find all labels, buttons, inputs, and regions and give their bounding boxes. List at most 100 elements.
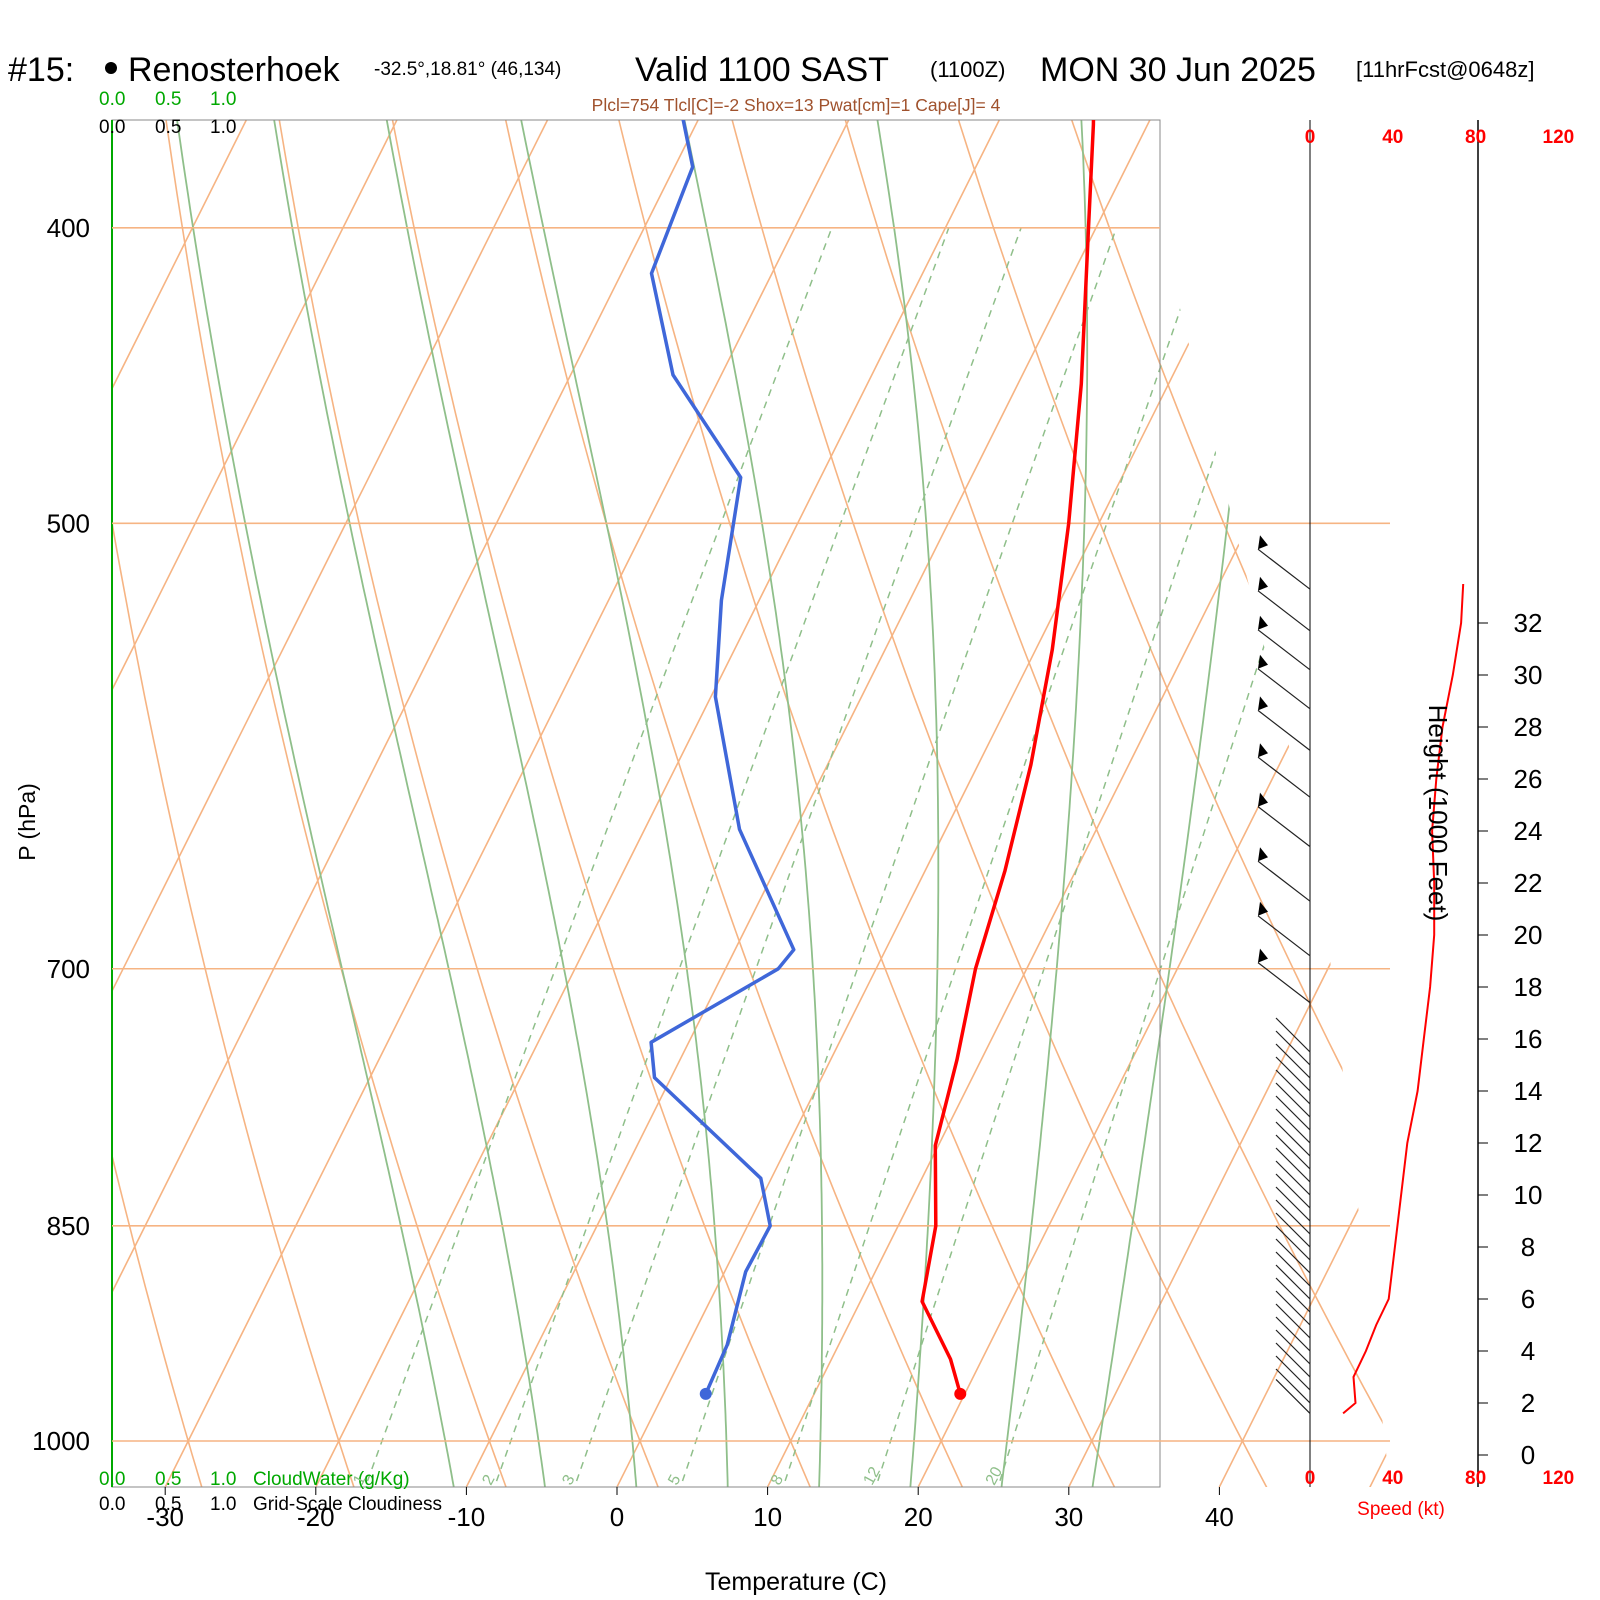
speed-tick-label: 0 <box>1305 1468 1316 1489</box>
speed-tick-label: 40 <box>1382 1468 1403 1489</box>
speed-tick-label: 0 <box>1305 127 1316 148</box>
wind-barb-flag-icon <box>1258 615 1268 630</box>
wind-barb <box>1275 1160 1311 1196</box>
dewpoint-line <box>649 120 860 1395</box>
mixing-ratio-label: 5 <box>665 1472 684 1488</box>
temperature-tick-label: 30 <box>1054 1502 1083 1532</box>
moist-adiabat-line <box>303 120 639 1487</box>
cloud-scale-tick-label: 0.0 <box>99 1494 125 1515</box>
pressure-tick-label: 400 <box>47 213 90 243</box>
isotherm-line <box>305 120 1285 1487</box>
dry-adiabat-line <box>706 120 1390 1487</box>
mixing-ratio-line <box>567 227 1022 1487</box>
cloud-scale-tick-label: 0.5 <box>155 89 181 110</box>
dry-adiabat-line <box>112 120 209 1487</box>
pressure-tick-label: 500 <box>47 508 90 538</box>
height-tick-label: 4 <box>1521 1336 1535 1366</box>
mixing-ratio-line <box>991 227 1390 1487</box>
temperature-tick-label: 40 <box>1205 1502 1234 1532</box>
dry-adiabat-line <box>305 120 819 1487</box>
valid-utc: (1100Z) <box>930 57 1005 82</box>
wind-barb <box>1275 1121 1311 1157</box>
wind-barb <box>1275 1368 1311 1404</box>
mixing-ratio-label: 8 <box>768 1472 787 1488</box>
cloud-scale-tick-label: 0.5 <box>155 1494 181 1515</box>
wind-barb <box>1275 1238 1311 1274</box>
height-tick-label: 24 <box>1514 816 1543 846</box>
height-axis-title: Height (1000 Feet) <box>1423 705 1453 922</box>
dry-adiabat-line <box>205 120 667 1487</box>
wind-barb-flag-icon <box>1258 576 1268 591</box>
wind-barb <box>1275 1056 1311 1092</box>
temperature-line <box>920 120 1248 1395</box>
isotherm-line <box>456 120 1390 1487</box>
isotherm-line <box>606 120 1390 1487</box>
cloud-scale-tick-label: 0.5 <box>155 1469 181 1490</box>
height-tick-label: 8 <box>1521 1232 1535 1262</box>
temperature-tick-label: -20 <box>297 1502 335 1532</box>
mixing-ratio-line <box>776 227 1210 1487</box>
isotherm-line <box>112 120 231 1487</box>
height-tick-label: 32 <box>1514 608 1543 638</box>
dry-adiabat-line <box>112 120 361 1487</box>
station-coords: -32.5°,18.81° (46,134) <box>374 59 561 80</box>
dry-adiabat-line <box>505 120 1125 1487</box>
station-name: Renosterhoek <box>128 51 341 89</box>
forecast-info: [11hrFcst@0648z] <box>1356 57 1534 82</box>
wind-barb <box>1275 1212 1311 1248</box>
wind-barb <box>1275 1290 1311 1326</box>
speed-axis-title: Speed (kt) <box>1357 1499 1445 1520</box>
moist-adiabat-line <box>575 120 824 1487</box>
height-tick-label: 12 <box>1514 1128 1543 1158</box>
plot-frame <box>111 119 1390 1495</box>
cloud-scale-tick-label: 0.0 <box>99 89 125 110</box>
wind-barb <box>1275 1316 1311 1352</box>
stability-indices: Plcl=754 Tlcl[C]=-2 Shox=13 Pwat[cm]=1 C… <box>592 95 1001 115</box>
isotherm-line <box>112 120 682 1487</box>
wind-panel: 0246810121416182022242628303200404080801… <box>1257 120 1574 1489</box>
wind-barb-flag-icon <box>1258 535 1268 550</box>
height-tick-label: 2 <box>1521 1388 1535 1418</box>
wind-barb <box>1275 1225 1311 1261</box>
mixing-ratio-line <box>673 227 1118 1487</box>
wind-barb <box>1275 1147 1311 1183</box>
temperature-tick-label: 10 <box>753 1502 782 1532</box>
height-tick-label: 28 <box>1514 712 1543 742</box>
wind-barb <box>1275 1082 1311 1118</box>
isotherm-line <box>1511 0 1600 1506</box>
dry-adiabat-line <box>605 120 1278 1487</box>
dry-adiabat-line <box>906 120 1390 1487</box>
height-tick-label: 26 <box>1514 764 1543 794</box>
cloudwater-label: CloudWater (g/Kg) <box>253 1469 410 1490</box>
station-dot-icon <box>105 62 117 74</box>
wind-barb-flag-icon <box>1258 847 1268 862</box>
isotherm-line <box>112 120 984 1487</box>
isotherm-line <box>1209 120 1390 1487</box>
dry-adiabat-line <box>806 120 1390 1487</box>
wind-barb <box>1275 1017 1311 1053</box>
height-tick-label: 0 <box>1521 1440 1535 1470</box>
wind-barb <box>1275 1378 1311 1414</box>
height-tick-label: 18 <box>1514 972 1543 1002</box>
pressure-tick-label: 850 <box>47 1211 90 1241</box>
cloud-scale-tick-label: 1.0 <box>210 1469 236 1490</box>
height-tick-label: 16 <box>1514 1024 1543 1054</box>
wind-barb <box>1275 1277 1311 1313</box>
wind-barb <box>1275 1030 1311 1066</box>
wind-barb <box>1275 1251 1311 1287</box>
station-id: #15: <box>8 51 74 89</box>
wind-barb <box>1275 1342 1311 1378</box>
wind-barb <box>1275 1069 1311 1105</box>
wind-barb <box>1257 590 1311 632</box>
wind-barb-flag-icon <box>1258 948 1268 963</box>
dry-adiabat-line <box>112 120 514 1487</box>
cloud-scale-tick-label: 1.0 <box>210 1494 236 1515</box>
temperature-tick-label: 20 <box>904 1502 933 1532</box>
isotherm-line <box>908 120 1390 1487</box>
height-tick-label: 30 <box>1514 660 1543 690</box>
temperature-tick-label: -10 <box>448 1502 486 1532</box>
speed-tick-label: 80 <box>1465 127 1486 148</box>
mixing-ratio-label: 3 <box>559 1472 578 1488</box>
isotherm-line <box>1058 120 1390 1487</box>
